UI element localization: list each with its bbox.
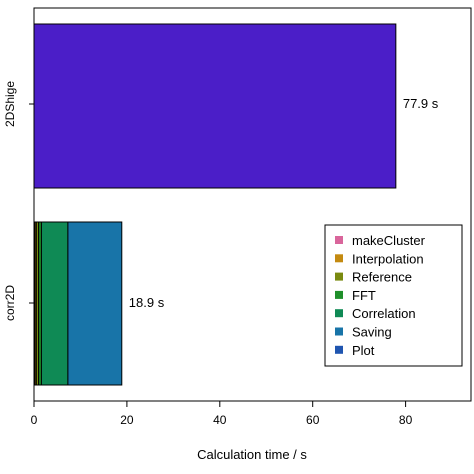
legend: makeCluster Interpolation Reference FFT Corr… — [324, 224, 463, 367]
legend-swatch-Plot — [335, 345, 343, 354]
legend-label-FFT: FFT — [352, 288, 376, 303]
legend-swatch-Correlation — [335, 309, 343, 318]
y-tick-label-2DShige: 2DShige — [3, 81, 17, 127]
total-label-2DShige: 77.9 s — [403, 96, 439, 111]
x-axis: 0 20 40 60 80 — [31, 401, 413, 427]
bar-2DShige — [33, 23, 397, 189]
x-tick-label: 40 — [213, 413, 227, 427]
legend-swatch-Reference — [335, 272, 343, 281]
legend-swatch-Interpolation — [335, 254, 343, 263]
legend-label-Interpolation: Interpolation — [352, 251, 424, 266]
bar-segment-corr2D-Saving — [67, 221, 123, 386]
x-tick-label: 20 — [120, 413, 134, 427]
bars-group: 77.9 s 18.9 s — [33, 23, 439, 386]
legend-label-Saving: Saving — [352, 325, 392, 340]
bar-segment-corr2D-Correlation — [40, 221, 69, 386]
legend-swatch-FFT — [335, 290, 343, 299]
legend-label-Correlation: Correlation — [352, 306, 416, 321]
legend-label-Reference: Reference — [352, 270, 412, 285]
legend-box — [324, 224, 463, 367]
x-tick-label: 60 — [306, 413, 320, 427]
legend-swatch-Saving — [335, 327, 343, 336]
y-axis: 2DShige corr2D — [3, 81, 34, 321]
x-tick-label: 0 — [31, 413, 38, 427]
total-label-corr2D: 18.9 s — [129, 295, 165, 310]
legend-label-makeCluster: makeCluster — [352, 233, 426, 248]
legend-swatch-makeCluster — [335, 236, 343, 244]
legend-label-Plot: Plot — [352, 343, 375, 358]
plot-frame — [33, 7, 472, 402]
y-tick-label-corr2D: corr2D — [3, 285, 17, 321]
x-tick-label: 80 — [399, 413, 413, 427]
x-axis-title: Calculation time / s — [197, 447, 307, 462]
